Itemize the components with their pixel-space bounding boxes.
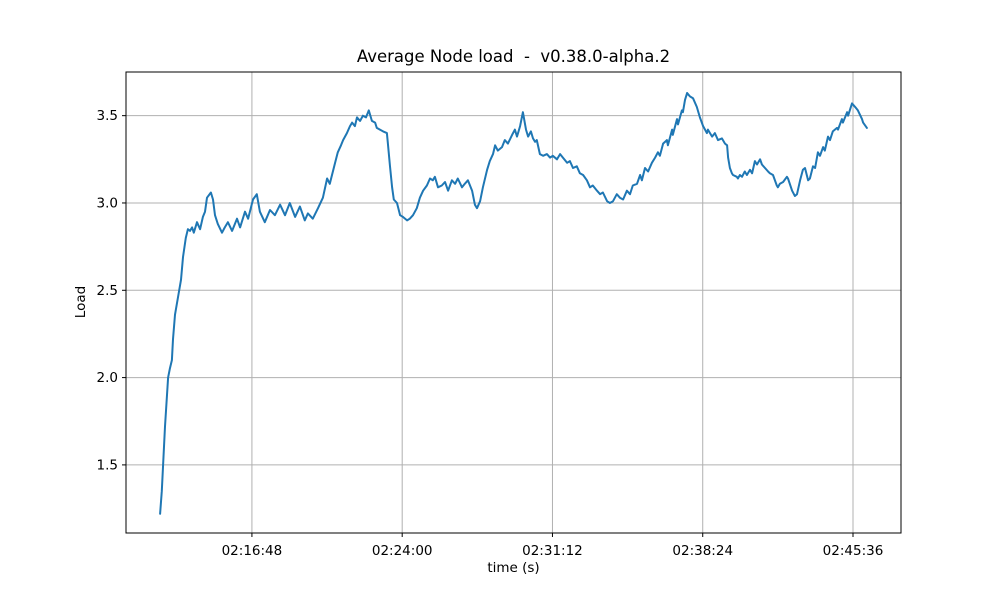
y-tick-label: 3.5 bbox=[97, 108, 118, 124]
average-node-load-line bbox=[159, 92, 868, 515]
x-tick-label: 02:16:48 bbox=[222, 543, 283, 559]
x-axis-label: time (s) bbox=[487, 560, 540, 576]
x-tick-label: 02:45:36 bbox=[823, 543, 884, 559]
x-tick-label: 02:24:00 bbox=[372, 543, 433, 559]
plot-border bbox=[125, 71, 902, 534]
y-tick-label: 2.5 bbox=[97, 283, 118, 299]
y-axis-label: Load bbox=[73, 285, 89, 319]
x-tick-label: 02:38:24 bbox=[672, 543, 733, 559]
y-tick-label: 1.5 bbox=[97, 457, 118, 473]
chart-title: Average Node load - v0.38.0-alpha.2 bbox=[356, 47, 671, 66]
y-tick-label: 2.0 bbox=[97, 370, 118, 386]
y-tick-label: 3.0 bbox=[97, 195, 118, 211]
x-tick-label: 02:31:12 bbox=[522, 543, 583, 559]
